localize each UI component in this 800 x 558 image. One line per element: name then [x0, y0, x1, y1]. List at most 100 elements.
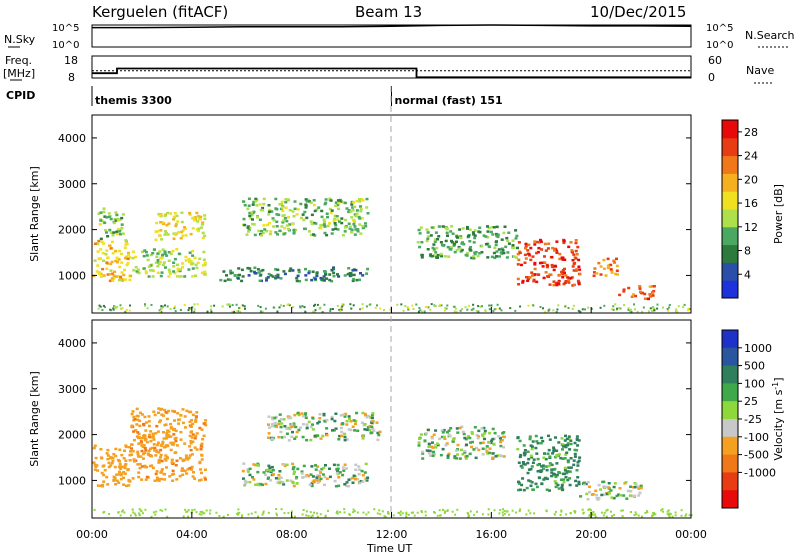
- range-gate-cell: [527, 304, 530, 307]
- range-gate-cell: [138, 424, 142, 428]
- range-gate-cell: [634, 483, 638, 486]
- range-gate-cell: [113, 221, 117, 225]
- range-gate-cell: [568, 470, 572, 473]
- range-gate-cell: [307, 474, 311, 478]
- range-gate-cell: [563, 271, 566, 275]
- range-gate-cell: [538, 463, 541, 466]
- range-gate-cell: [241, 514, 244, 517]
- range-gate-cell: [602, 258, 606, 262]
- range-gate-cell: [280, 436, 284, 439]
- range-gate-cell: [135, 423, 139, 426]
- range-gate-cell: [185, 456, 188, 460]
- range-gate-cell: [486, 230, 490, 233]
- range-gate-cell: [522, 451, 526, 455]
- range-gate-cell: [336, 203, 340, 207]
- range-gate-cell: [157, 460, 161, 464]
- range-gate-cell: [535, 440, 539, 443]
- range-gate-cell: [313, 511, 315, 514]
- range-gate-cell: [151, 436, 155, 439]
- range-gate-cell: [307, 420, 311, 424]
- range-gate-cell: [629, 485, 633, 488]
- range-gate-cell: [461, 308, 463, 311]
- range-gate-cell: [116, 260, 119, 264]
- range-gate-cell: [566, 276, 570, 279]
- range-gate-cell: [242, 217, 246, 221]
- range-gate-cell: [121, 279, 125, 282]
- range-gate-cell: [556, 308, 559, 311]
- range-gate-cell: [342, 201, 346, 204]
- range-gate-cell: [183, 304, 186, 306]
- range-gate-cell: [612, 259, 616, 263]
- x-tick-label: 00:00: [76, 528, 108, 541]
- range-gate-cell: [222, 515, 225, 518]
- range-gate-cell: [280, 203, 284, 206]
- range-gate-cell: [245, 233, 249, 236]
- range-gate-cell: [112, 453, 116, 456]
- range-gate-cell: [555, 240, 559, 243]
- range-gate-cell: [301, 476, 305, 479]
- range-gate-cell: [484, 310, 487, 313]
- range-gate-cell: [344, 226, 347, 229]
- range-gate-cell: [320, 215, 324, 219]
- range-gate-cell: [262, 202, 266, 206]
- range-gate-cell: [667, 309, 670, 312]
- range-gate-cell: [172, 237, 176, 240]
- range-gate-cell: [178, 268, 182, 271]
- range-gate-cell: [148, 269, 152, 272]
- range-gate-cell: [286, 303, 289, 306]
- range-gate-cell: [127, 478, 131, 482]
- range-gate-cell: [137, 271, 141, 275]
- unit-exponent: -1: [771, 382, 780, 390]
- range-gate-cell: [259, 273, 263, 277]
- range-gate-cell: [175, 478, 179, 481]
- range-gate-cell: [142, 444, 146, 447]
- range-gate-cell: [616, 273, 619, 276]
- range-gate-cell: [356, 429, 360, 432]
- range-gate-cell: [131, 477, 135, 480]
- range-gate-cell: [417, 444, 421, 447]
- range-gate-cell: [119, 514, 122, 517]
- range-gate-cell: [281, 206, 284, 209]
- range-gate-cell: [588, 508, 591, 511]
- range-gate-cell: [181, 234, 185, 237]
- range-gate-cell: [417, 441, 421, 444]
- range-gate-cell: [267, 415, 271, 418]
- velocity-colorbar-segment: [722, 472, 738, 491]
- range-gate-cell: [200, 428, 204, 431]
- range-gate-cell: [150, 455, 153, 458]
- range-gate-cell: [499, 454, 503, 457]
- range-gate-cell: [254, 483, 258, 486]
- range-gate-cell: [576, 476, 580, 479]
- range-gate-cell: [466, 435, 470, 438]
- range-gate-cell: [535, 240, 539, 244]
- power-colorbar-tick-label: 24: [744, 150, 758, 163]
- range-gate-cell: [436, 238, 440, 241]
- range-gate-cell: [155, 255, 159, 258]
- range-gate-cell: [364, 462, 368, 466]
- range-gate-cell: [157, 407, 161, 410]
- range-gate-cell: [552, 472, 556, 476]
- range-gate-cell: [577, 309, 580, 312]
- range-gate-cell: [160, 307, 163, 310]
- range-gate-cell: [261, 310, 264, 313]
- range-gate-cell: [447, 433, 451, 437]
- range-gate-cell: [162, 261, 166, 264]
- range-gate-cell: [231, 271, 234, 274]
- range-gate-cell: [268, 426, 272, 429]
- range-gate-cell: [516, 447, 520, 451]
- range-gate-cell: [201, 221, 205, 224]
- range-gate-cell: [300, 472, 304, 475]
- range-gate-cell: [259, 482, 263, 486]
- range-gate-cell: [187, 509, 190, 512]
- range-gate-cell: [238, 307, 240, 310]
- range-gate-cell: [248, 267, 252, 270]
- range-gate-cell: [541, 464, 545, 467]
- range-gate-cell: [529, 467, 533, 471]
- range-gate-cell: [262, 471, 266, 474]
- range-gate-cell: [97, 271, 101, 274]
- range-gate-cell: [492, 226, 496, 229]
- range-gate-cell: [398, 511, 401, 514]
- range-gate-cell: [142, 423, 146, 427]
- range-gate-cell: [148, 433, 152, 437]
